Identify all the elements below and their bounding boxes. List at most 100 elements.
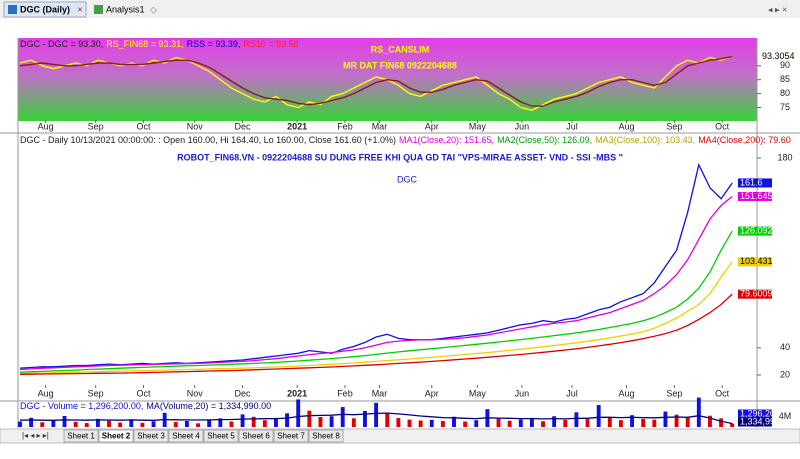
value-label: 103.431 [740,256,773,266]
sheet-tab[interactable] [273,429,309,443]
volume-bar [173,422,178,427]
value-box [738,257,772,267]
y-tick-label: 90 [780,60,790,70]
value-label: 79.6009 [740,289,773,299]
header-part: DGC - Daily 10/13/2021 00:00:00: : Open … [20,135,396,145]
sheet-label[interactable]: Sheet 4 [172,432,200,441]
spacer [0,18,800,38]
tab-bar [0,0,800,18]
sheet-tab[interactable] [238,429,274,443]
tab-label[interactable]: DGC (Daily) [20,4,70,14]
volume-bar [596,404,601,427]
tab-add[interactable]: ◇ [150,4,157,14]
volume-bar [730,423,735,427]
header-part: DGC - Volume = 1,296,200.00, [20,401,143,411]
volume-bar [574,412,579,427]
x-tick-label: Aug [38,121,54,131]
series-line [19,261,733,375]
volume-bar [663,411,668,427]
y-tick-label: 4M [779,411,792,421]
sheet-tab[interactable] [133,429,169,443]
value-box [738,226,772,236]
tab-close[interactable]: × [77,4,82,14]
series-line [19,293,733,375]
volume-bar [62,415,67,427]
chart-title: DGC [397,174,418,184]
volume-bar [429,419,434,427]
volume-bar [262,420,267,427]
sheet-label[interactable]: Sheet 8 [312,432,340,441]
x-tick-label: Apr [425,388,439,398]
x-tick-label: Sep [666,121,682,131]
sheet-label[interactable]: Sheet 7 [277,432,305,441]
volume-bar [585,419,590,427]
sheet-tab[interactable] [98,429,134,443]
value-label: 1,334,990 [740,416,780,426]
sheet-tab[interactable] [203,429,239,443]
x-tick-label: May [469,121,487,131]
header-part: MA3(Close,100): 103.43, [595,135,695,145]
x-tick-label: Feb [337,121,353,131]
tab-label[interactable]: Analysis1 [106,4,145,14]
sheet-label[interactable]: Sheet 3 [137,432,165,441]
series-line [19,162,733,369]
header-part: RS_FIN68 = 93.31, [106,39,183,49]
volume-bar [251,416,256,427]
header-part: MA1(Close,20): 151.65, [399,135,494,145]
header-part: DGC - DGC = 93.30, [20,39,103,49]
sheet-label[interactable]: Sheet 6 [242,432,270,441]
x-tick-label: Sep [88,388,104,398]
tab-active[interactable] [3,1,87,18]
volume-bar [696,397,701,427]
volume-bar [719,418,724,427]
y-tick-label: 40 [780,342,790,352]
volume-bar [274,418,278,427]
value-box [738,289,772,299]
series-line [19,412,733,425]
volume-bar [51,420,56,427]
x-tick-label: Jul [566,388,578,398]
volume-bar [529,417,534,427]
sheet-tab[interactable] [63,429,99,443]
volume-bar [452,416,456,427]
volume-bar [307,410,312,427]
tab-nav[interactable]: ◂ ▸ × [768,4,787,14]
header-part: MA(Volume,20) = 1,334,990.00 [146,401,271,411]
x-tick-label: Nov [187,121,204,131]
tab-icon [8,5,17,14]
sheet-nav[interactable]: |◂ ◂ ▸ ▸| [22,431,49,440]
volume-bar [218,418,223,427]
series-line [19,195,733,371]
volume-bar [418,420,423,427]
chart-title: RS_CANSLIM [371,44,430,54]
volume-bar [563,419,568,427]
sheet-label[interactable]: Sheet 1 [67,432,95,441]
volume-bar [318,417,323,427]
volume-bar [118,422,123,427]
volume-bar [84,423,89,427]
sheet-label[interactable]: Sheet 5 [207,432,235,441]
volume-bar [73,421,78,427]
volume-bar [40,422,45,427]
volume-bar [641,418,646,427]
volume-bar [630,415,635,427]
sheet-label[interactable]: Sheet 2 [102,432,131,441]
value-box [738,417,772,427]
y-tick-label: 85 [780,74,790,84]
volume-bar [351,418,356,427]
x-tick-label: Oct [137,388,152,398]
volume-bar [708,415,712,427]
x-tick-label: Sep [666,388,682,398]
annotation: ROBOT_FIN68.VN - 0922204688 SU DUNG FREE… [177,152,623,162]
x-tick-label: May [469,388,487,398]
sheet-tab[interactable] [168,429,204,443]
value-label: 1,296,200 [740,408,780,418]
chart-subtitle: MR DAT FIN68 0922204688 [343,60,457,70]
volume-bar [407,419,412,427]
volume-bar [440,420,445,427]
y-tick-label: 20 [780,369,790,379]
volume-bar [329,416,334,427]
x-tick-label: Mar [372,121,388,131]
x-tick-label: Aug [618,388,634,398]
sheet-tab[interactable] [308,429,344,443]
